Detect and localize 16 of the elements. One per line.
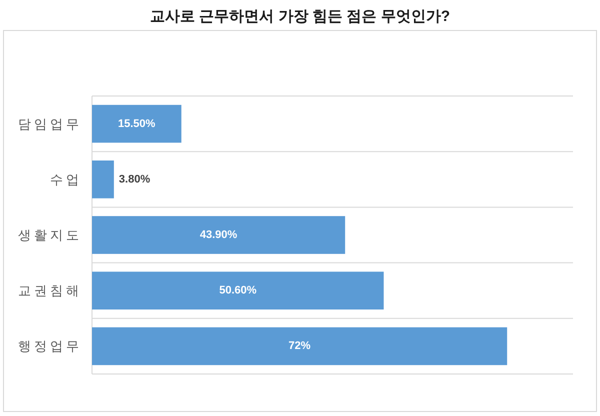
bar bbox=[92, 104, 182, 143]
data-label: 3.80% bbox=[118, 173, 150, 186]
y-tick-label: 교권침해 bbox=[18, 283, 82, 298]
bar bbox=[92, 327, 508, 366]
y-tick-label: 담임업무 bbox=[18, 116, 82, 132]
bar bbox=[92, 160, 114, 198]
data-label: 15.50% bbox=[118, 118, 156, 130]
y-tick-label: 수업 bbox=[50, 172, 82, 187]
data-label: 43.90% bbox=[200, 229, 238, 241]
y-tick-label: 생활지도 bbox=[18, 228, 82, 242]
bar bbox=[92, 216, 346, 254]
y-tick-label: 행정업무 bbox=[18, 338, 82, 354]
chart-title: 교사로 근무하면서 가장 힘든 점은 무엇인가? bbox=[150, 8, 450, 25]
bar bbox=[92, 272, 384, 310]
data-label: 50.60% bbox=[219, 284, 257, 297]
data-label: 72% bbox=[288, 340, 311, 352]
